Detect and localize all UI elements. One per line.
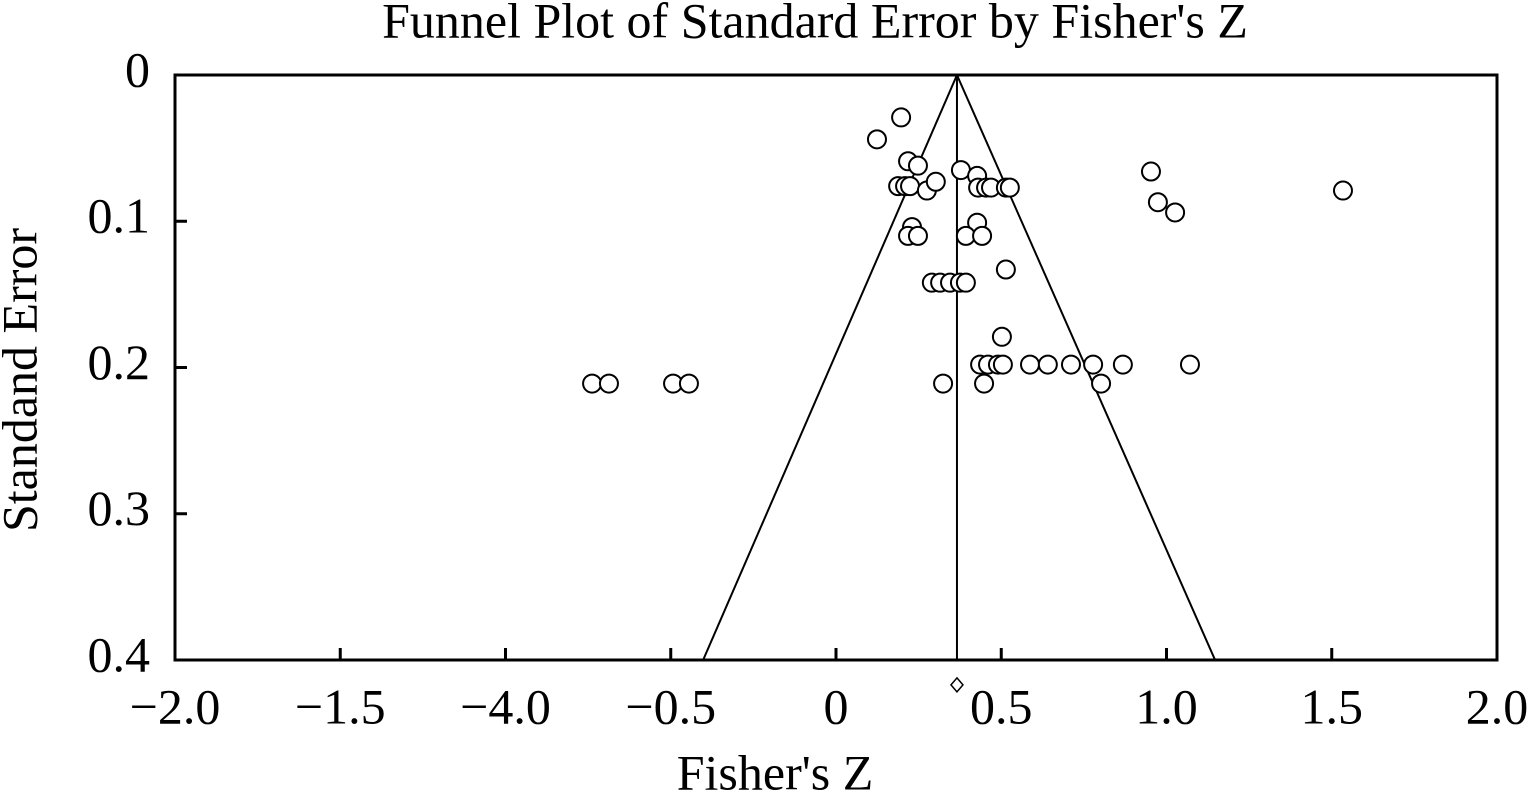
point [1140,161,1161,182]
y-tick-label: 0.4 [88,626,151,682]
point [1083,354,1104,375]
point [955,272,976,293]
x-tick-label: −0.5 [625,678,716,734]
point [974,373,995,394]
point [995,259,1016,280]
x-tick-label: 2.0 [1466,678,1529,734]
point [1332,180,1353,201]
y-tick-label: 0 [125,41,150,97]
point [891,107,912,128]
x-tick-label: 0.5 [970,678,1033,734]
x-tick-label: −4.0 [460,678,551,734]
point [1091,373,1112,394]
point [991,326,1012,347]
x-axis-label: Fisher's Z [677,744,874,800]
x-tick-label: 0 [824,678,849,734]
point [582,373,603,394]
point [999,177,1020,198]
point [598,373,619,394]
y-tick-label: 0.1 [88,188,151,244]
point [678,373,699,394]
point [1147,192,1168,213]
x-tick-label: 1.0 [1135,678,1198,734]
chart-title: Funnel Plot of Standard Error by Fisher'… [382,0,1248,48]
point [1037,354,1058,375]
point [925,171,946,192]
point [1179,354,1200,375]
x-tick-label: −1.5 [295,678,386,734]
y-tick-label: 0.3 [88,480,151,536]
point [1060,354,1081,375]
x-tick-label: 1.5 [1301,678,1364,734]
point [933,373,954,394]
point [1165,202,1186,223]
point [907,155,928,176]
point [992,354,1013,375]
point [907,225,928,246]
summary-diamond [949,676,964,694]
x-tick-label: −2.0 [130,678,221,734]
point [972,225,993,246]
plot-frame [173,73,1499,662]
y-tick-label: 0.2 [88,334,151,390]
point [866,129,887,150]
point [900,176,921,197]
point [1112,354,1133,375]
point [1020,354,1041,375]
y-axis-label: Standand Error [0,228,47,532]
